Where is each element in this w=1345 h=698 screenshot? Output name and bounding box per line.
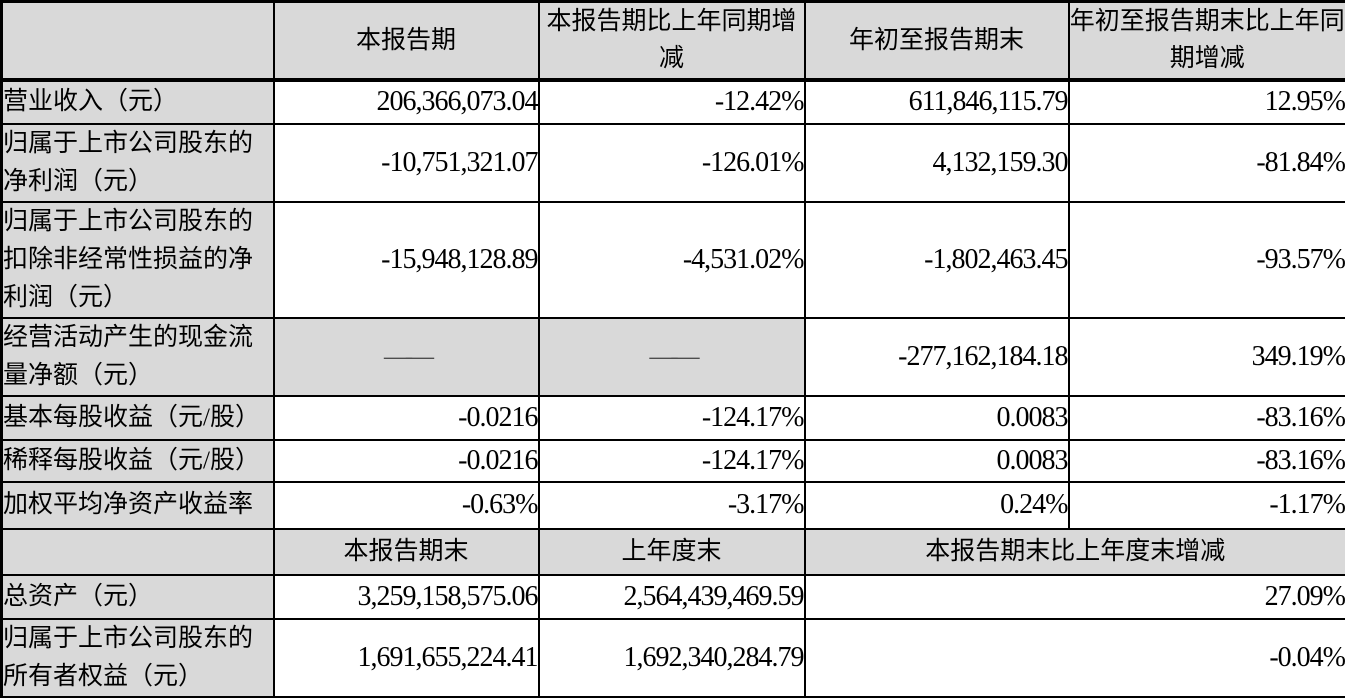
- header-row-period-end: 本报告期末 上年度末 本报告期末比上年度末增减: [0, 527, 1345, 576]
- cell-ytd: 4,132,159.30: [803, 122, 1070, 203]
- cell-change: 27.09%: [803, 573, 1345, 620]
- cell-period-yoy-dash: ——: [537, 316, 806, 397]
- row-label: 加权平均净资产收益率: [0, 480, 275, 530]
- col-header-current-period: 本报告期: [272, 0, 540, 82]
- table-row-operating-cash-flow: 经营活动产生的现金流量净额（元） —— —— -277,162,184.18 3…: [0, 316, 1345, 397]
- cell-end-of-period: 1,691,655,224.41: [272, 617, 540, 698]
- cell-period-yoy: -126.01%: [537, 122, 806, 203]
- cell-current-period: -0.0216: [272, 438, 540, 483]
- cell-ytd: 611,846,115.79: [803, 78, 1070, 125]
- cell-current-period: -0.0216: [272, 394, 540, 441]
- row-label: 营业收入（元）: [0, 78, 275, 125]
- cell-ytd: 0.0083: [803, 394, 1070, 441]
- header-corner-cell: [0, 0, 275, 82]
- table-row-net-profit: 归属于上市公司股东的净利润（元） -10,751,321.07 -126.01%…: [0, 122, 1345, 203]
- header-corner-cell: [0, 527, 275, 576]
- row-label: 稀释每股收益（元/股）: [0, 438, 275, 483]
- row-label: 归属于上市公司股东的所有者权益（元）: [0, 617, 275, 698]
- table-row-total-assets: 总资产（元） 3,259,158,575.06 2,564,439,469.59…: [0, 573, 1345, 620]
- cell-ytd-yoy: -81.84%: [1067, 122, 1345, 203]
- cell-period-yoy: -4,531.02%: [537, 200, 806, 319]
- row-label: 归属于上市公司股东的净利润（元）: [0, 122, 275, 203]
- cell-current-period-dash: ——: [272, 316, 540, 397]
- col-header-end-of-period: 本报告期末: [272, 527, 540, 576]
- table-row-net-profit-excl-nonrecurring: 归属于上市公司股东的扣除非经常性损益的净利润（元） -15,948,128.89…: [0, 200, 1345, 319]
- cell-ytd: 0.0083: [803, 438, 1070, 483]
- cell-ytd: -277,162,184.18: [803, 316, 1070, 397]
- row-label: 总资产（元）: [0, 573, 275, 620]
- cell-period-yoy: -12.42%: [537, 78, 806, 125]
- cell-ytd: 0.24%: [803, 480, 1070, 530]
- table-row-weighted-avg-roe: 加权平均净资产收益率 -0.63% -3.17% 0.24% -1.17%: [0, 480, 1345, 530]
- cell-ytd-yoy: -83.16%: [1067, 438, 1345, 483]
- cell-ytd-yoy: -93.57%: [1067, 200, 1345, 319]
- row-label: 基本每股收益（元/股）: [0, 394, 275, 441]
- cell-current-period: -10,751,321.07: [272, 122, 540, 203]
- cell-current-period: -15,948,128.89: [272, 200, 540, 319]
- cell-ytd-yoy: 12.95%: [1067, 78, 1345, 125]
- table-row-basic-eps: 基本每股收益（元/股） -0.0216 -124.17% 0.0083 -83.…: [0, 394, 1345, 441]
- cell-change: -0.04%: [803, 617, 1345, 698]
- cell-current-period: -0.63%: [272, 480, 540, 530]
- col-header-end-of-prior-year: 上年度末: [537, 527, 806, 576]
- table-row-revenue: 营业收入（元） 206,366,073.04 -12.42% 611,846,1…: [0, 78, 1345, 125]
- table-row-diluted-eps: 稀释每股收益（元/股） -0.0216 -124.17% 0.0083 -83.…: [0, 438, 1345, 483]
- cell-ytd-yoy: -1.17%: [1067, 480, 1345, 530]
- cell-period-yoy: -124.17%: [537, 394, 806, 441]
- row-label: 归属于上市公司股东的扣除非经常性损益的净利润（元）: [0, 200, 275, 319]
- row-label: 经营活动产生的现金流量净额（元）: [0, 316, 275, 397]
- cell-current-period: 206,366,073.04: [272, 78, 540, 125]
- cell-end-of-prior-year: 2,564,439,469.59: [537, 573, 806, 620]
- cell-ytd: -1,802,463.45: [803, 200, 1070, 319]
- table-row-shareholders-equity: 归属于上市公司股东的所有者权益（元） 1,691,655,224.41 1,69…: [0, 617, 1345, 698]
- header-row-period: 本报告期 本报告期比上年同期增减 年初至报告期末 年初至报告期末比上年同期增减: [0, 0, 1345, 82]
- cell-end-of-period: 3,259,158,575.06: [272, 573, 540, 620]
- cell-end-of-prior-year: 1,692,340,284.79: [537, 617, 806, 698]
- cell-period-yoy: -124.17%: [537, 438, 806, 483]
- col-header-period-end-change: 本报告期末比上年度末增减: [803, 527, 1345, 576]
- col-header-ytd: 年初至报告期末: [803, 0, 1070, 82]
- cell-ytd-yoy: 349.19%: [1067, 316, 1345, 397]
- col-header-ytd-yoy: 年初至报告期末比上年同期增减: [1067, 0, 1345, 82]
- cell-period-yoy: -3.17%: [537, 480, 806, 530]
- col-header-period-yoy: 本报告期比上年同期增减: [537, 0, 806, 82]
- cell-ytd-yoy: -83.16%: [1067, 394, 1345, 441]
